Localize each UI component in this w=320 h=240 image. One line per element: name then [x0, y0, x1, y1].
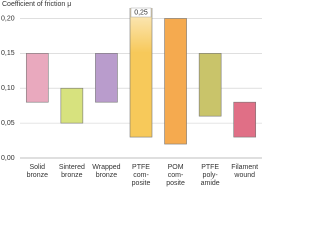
x-tick-label: PTFE poly-amide	[201, 164, 220, 187]
bar	[198, 53, 222, 117]
bar	[25, 53, 49, 103]
bar	[95, 53, 118, 103]
chart: Coefficient of friction μ 0,00 0,05 0,10 0,…	[1, 1, 262, 187]
x-tick-label: Sintered bronze	[59, 164, 85, 179]
plot-area	[25, 8, 257, 145]
y-tick-label: 0,00	[1, 155, 15, 162]
x-tick-label: Solid bronze	[27, 164, 49, 179]
chart-title: Coefficient of friction μ	[2, 1, 71, 8]
bar	[233, 101, 257, 138]
y-tick-label: 0,15	[1, 50, 15, 57]
x-tick-label: Filament wound	[231, 164, 258, 179]
x-tick-label: POM com-posite	[166, 164, 185, 187]
bar	[164, 18, 187, 145]
bar	[129, 8, 153, 138]
y-tick-label: 0,05	[1, 120, 15, 127]
value-label-box	[130, 7, 152, 18]
bar	[60, 87, 84, 124]
y-tick-label: 0,10	[1, 85, 15, 92]
value-label: 0,25	[134, 10, 148, 17]
x-tick-label: Wrapped bronze	[92, 164, 120, 179]
x-tick-label: PTFE com-posite	[132, 164, 151, 187]
y-tick-label: 0,20	[1, 15, 15, 22]
